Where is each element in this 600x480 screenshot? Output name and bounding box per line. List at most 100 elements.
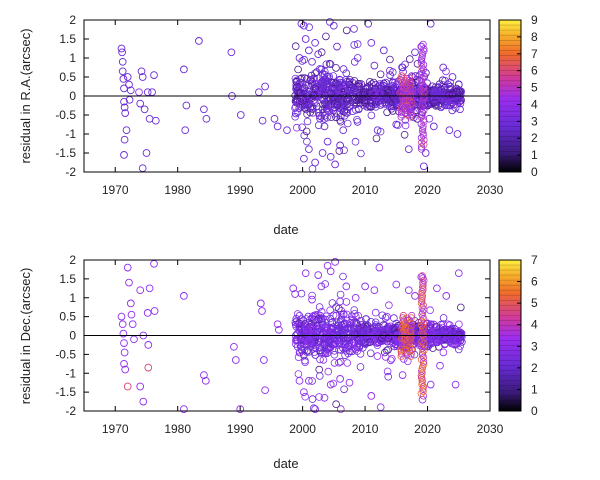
- data-point: [405, 74, 414, 82]
- data-point: [408, 99, 416, 107]
- data-point: [430, 324, 439, 332]
- colorbar-tick-label: 3: [531, 339, 538, 353]
- data-point: [367, 103, 375, 111]
- data-point: [150, 307, 159, 315]
- data-point: [419, 131, 427, 140]
- y-tick-label: -1.5: [55, 385, 76, 399]
- data-point: [418, 63, 426, 71]
- data-point: [390, 314, 398, 322]
- data-point: [123, 73, 132, 81]
- dec-colorbar: 0 1 2 3 4 5 6 7: [498, 253, 538, 418]
- data-point: [301, 35, 310, 43]
- data-point: [413, 59, 422, 68]
- data-point: [358, 343, 367, 352]
- x-tick-label: 1980: [164, 183, 191, 197]
- data-point: [329, 106, 338, 114]
- ra-colorbar: 0 1 2 3 4 5 6 7 8 9: [498, 13, 538, 179]
- data-point: [406, 104, 414, 112]
- data-point: [256, 299, 265, 308]
- data-point: [227, 48, 236, 57]
- data-point: [373, 126, 382, 135]
- data-point: [405, 76, 413, 85]
- data-point: [314, 271, 323, 279]
- colorbar-tick-label: 8: [531, 30, 538, 44]
- data-point: [330, 346, 339, 355]
- data-point: [417, 356, 425, 364]
- data-point: [417, 134, 425, 142]
- colorbar-tick-label: 7: [531, 47, 538, 61]
- dec-axes: 1970 1980 1990 2000 2010 2020 2030 -2 -1.5 -1 -0.5…: [55, 253, 503, 436]
- data-point: [316, 355, 324, 364]
- ra-points: [117, 18, 466, 173]
- data-point: [384, 372, 393, 381]
- data-point: [381, 321, 389, 330]
- ra-ylabel: residual in R.A.(arcsec): [18, 28, 33, 163]
- data-point: [126, 86, 135, 95]
- x-tick-label: 1980: [164, 422, 191, 436]
- data-point: [426, 306, 434, 315]
- data-point: [311, 343, 319, 352]
- data-point: [138, 73, 147, 81]
- data-point: [353, 118, 362, 126]
- data-point: [230, 342, 238, 351]
- data-point: [419, 301, 427, 309]
- data-point: [336, 141, 344, 150]
- data-point: [273, 320, 282, 329]
- data-point: [442, 292, 451, 300]
- data-point: [295, 348, 304, 357]
- data-point: [301, 269, 310, 278]
- data-point: [137, 67, 146, 76]
- data-point: [419, 387, 427, 395]
- data-point: [383, 323, 392, 332]
- colorbar-tick-label: 5: [531, 296, 538, 310]
- data-point: [332, 113, 340, 122]
- data-point: [324, 367, 333, 376]
- data-point: [418, 79, 426, 87]
- data-point: [305, 145, 313, 154]
- data-point: [436, 361, 444, 370]
- data-point: [445, 126, 454, 135]
- data-point: [316, 348, 325, 356]
- data-point: [339, 272, 347, 281]
- x-tick-label: 1990: [227, 422, 254, 436]
- data-point: [331, 160, 339, 169]
- data-point: [140, 105, 149, 114]
- data-point: [417, 389, 425, 398]
- data-point: [195, 37, 203, 45]
- y-tick-label: 1: [69, 291, 76, 305]
- data-point: [455, 320, 463, 329]
- data-point: [456, 105, 464, 114]
- data-point: [420, 141, 428, 149]
- data-point: [328, 318, 336, 327]
- colorbar-tick-label: 1: [531, 148, 538, 162]
- data-point: [404, 145, 413, 154]
- data-point: [369, 90, 378, 98]
- data-point: [335, 330, 344, 338]
- data-point: [392, 120, 401, 129]
- data-point: [303, 74, 312, 83]
- data-point: [437, 334, 446, 343]
- data-point: [407, 318, 415, 326]
- data-point: [417, 342, 425, 350]
- data-point: [118, 67, 127, 76]
- data-point: [384, 345, 392, 354]
- data-point: [350, 77, 359, 85]
- data-point: [333, 42, 341, 51]
- data-point: [418, 337, 426, 346]
- colorbar-tick-label: 6: [531, 64, 538, 78]
- data-point: [310, 348, 319, 356]
- data-point: [401, 121, 410, 130]
- data-point: [340, 80, 348, 89]
- y-tick-label: -1: [65, 127, 76, 141]
- data-point: [332, 400, 340, 409]
- data-point: [121, 365, 130, 374]
- data-point: [120, 135, 129, 144]
- data-point: [123, 263, 132, 272]
- data-point: [348, 78, 357, 87]
- data-point: [292, 123, 301, 132]
- data-point: [378, 311, 387, 320]
- y-tick-label: 0.5: [59, 70, 76, 84]
- ra-panel: 1970 1980 1990 2000 2010 2020 2030-2-1.5-1-0.5…: [18, 13, 538, 237]
- data-point: [379, 82, 388, 90]
- data-point: [311, 405, 319, 413]
